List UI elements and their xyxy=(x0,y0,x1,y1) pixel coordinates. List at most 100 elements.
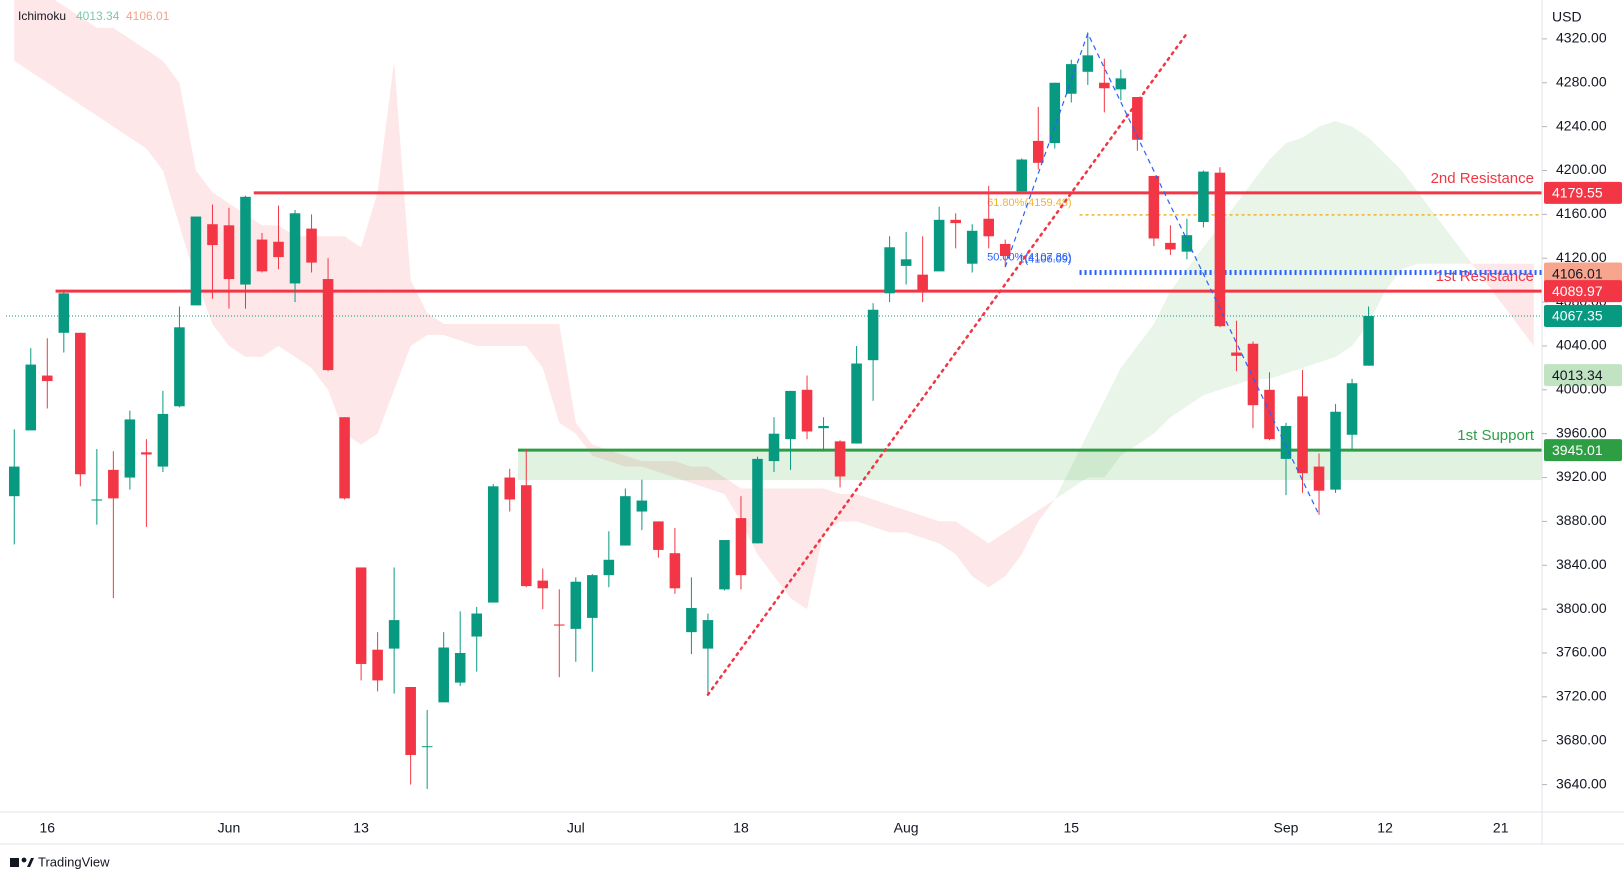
candle-body xyxy=(1082,55,1094,72)
cloud-segment xyxy=(707,466,725,494)
candle-body xyxy=(1264,389,1275,440)
candle-body xyxy=(834,441,846,477)
cloud-segment xyxy=(840,493,857,522)
cloud-segment xyxy=(790,488,808,610)
candle-body xyxy=(1297,396,1308,474)
cloud-segment xyxy=(162,60,180,226)
cloud-segment xyxy=(674,461,692,484)
price-badge-label: 4089.97 xyxy=(1552,283,1603,299)
cloud-segment xyxy=(1137,324,1154,445)
cloud-segment xyxy=(1021,510,1039,555)
x-tick-label: Sep xyxy=(1274,820,1299,836)
y-tick-label: 3640.00 xyxy=(1556,775,1607,791)
cloud-segment xyxy=(1170,269,1187,418)
cloud-segment xyxy=(1418,192,1435,264)
cloud-segment xyxy=(1335,121,1353,357)
candle-body xyxy=(1198,171,1209,223)
cloud-segment xyxy=(1153,291,1171,434)
cloud-segment xyxy=(526,324,543,368)
x-tick-label: 12 xyxy=(1377,820,1393,836)
candle-body xyxy=(1363,315,1374,366)
cloud-segment xyxy=(80,16,97,116)
y-tick-label: 3840.00 xyxy=(1556,556,1607,572)
cloud-segment xyxy=(608,450,626,467)
candle-body xyxy=(289,213,301,284)
candle-body xyxy=(520,485,532,587)
cloud-segment xyxy=(856,493,874,527)
cloud-segment xyxy=(1302,126,1320,368)
candle-body xyxy=(603,559,615,576)
y-tick-label: 4240.00 xyxy=(1556,117,1607,133)
cloud-segment xyxy=(1054,466,1072,500)
candle-body xyxy=(108,469,119,499)
y-tick-label: 4200.00 xyxy=(1556,161,1607,177)
cloud-segment xyxy=(377,60,395,434)
cloud-segment xyxy=(906,510,923,538)
cloud-segment xyxy=(1120,345,1138,456)
candle-body xyxy=(91,499,103,501)
price-badge xyxy=(1544,181,1622,204)
candle-body xyxy=(1049,82,1061,144)
candle-body xyxy=(58,293,70,333)
price-badge-label: 3945.01 xyxy=(1552,442,1603,458)
candle-body xyxy=(966,230,978,264)
y-tick-label: 3920.00 xyxy=(1556,468,1607,484)
candle-body xyxy=(851,363,862,444)
ichimoku-cloud xyxy=(14,0,1534,610)
candle-body xyxy=(1132,97,1143,140)
candle-body xyxy=(1313,466,1325,491)
candle-body xyxy=(454,652,466,683)
price-badge xyxy=(1544,304,1622,327)
candle-body xyxy=(999,243,1011,257)
cloud-segment xyxy=(658,461,675,478)
cloud-segment xyxy=(129,38,147,149)
candle-body xyxy=(471,613,482,637)
cloud-segment xyxy=(1451,236,1468,264)
cloud-segment xyxy=(1286,137,1303,374)
y-tick-label: 3960.00 xyxy=(1556,424,1607,440)
candle-body xyxy=(801,389,813,432)
cloud-segment xyxy=(1236,181,1253,385)
price-badge-label: 4067.35 xyxy=(1552,308,1603,324)
candle-body xyxy=(190,216,202,306)
candle-body xyxy=(653,521,664,550)
cloud-segment xyxy=(1071,433,1088,489)
cloud-segment xyxy=(625,455,642,467)
y-tick-label: 4320.00 xyxy=(1556,30,1607,46)
candle-body xyxy=(1016,159,1028,192)
cloud-segment xyxy=(922,515,940,544)
candle-body xyxy=(355,567,367,664)
y-tick-label: 4120.00 xyxy=(1556,249,1607,265)
candle-body xyxy=(620,496,631,546)
cloud-segment xyxy=(889,504,907,533)
candle-body xyxy=(1330,411,1341,490)
cloud-segment xyxy=(1368,137,1386,325)
level-label: 2nd Resistance xyxy=(1431,170,1534,187)
candles xyxy=(8,33,1374,789)
fib-swing-line xyxy=(1004,31,1320,516)
cloud-segment xyxy=(939,521,956,555)
y-tick-label: 4280.00 xyxy=(1556,73,1607,89)
cloud-segment xyxy=(96,27,114,127)
cloud-segment xyxy=(1517,263,1534,346)
candle-body xyxy=(1214,172,1226,327)
price-badge-label: 4179.55 xyxy=(1552,185,1603,201)
x-tick-label: 21 xyxy=(1493,820,1509,836)
x-tick-label: Aug xyxy=(894,820,919,836)
cloud-segment xyxy=(113,27,130,138)
cloud-segment xyxy=(1401,170,1419,270)
cloud-segment xyxy=(873,499,890,533)
candle-body xyxy=(1115,78,1127,90)
candle-body xyxy=(570,581,582,629)
candle-body xyxy=(240,196,251,285)
trend-line xyxy=(706,32,1189,696)
candle-body xyxy=(702,620,714,649)
candle-body xyxy=(1181,235,1193,252)
cloud-segment xyxy=(1434,214,1452,264)
cloud-segment xyxy=(1087,400,1105,478)
cloud-segment xyxy=(410,280,428,346)
cloud-segment xyxy=(361,192,378,445)
y-tick-label: 3800.00 xyxy=(1556,600,1607,616)
candle-body xyxy=(25,364,37,431)
